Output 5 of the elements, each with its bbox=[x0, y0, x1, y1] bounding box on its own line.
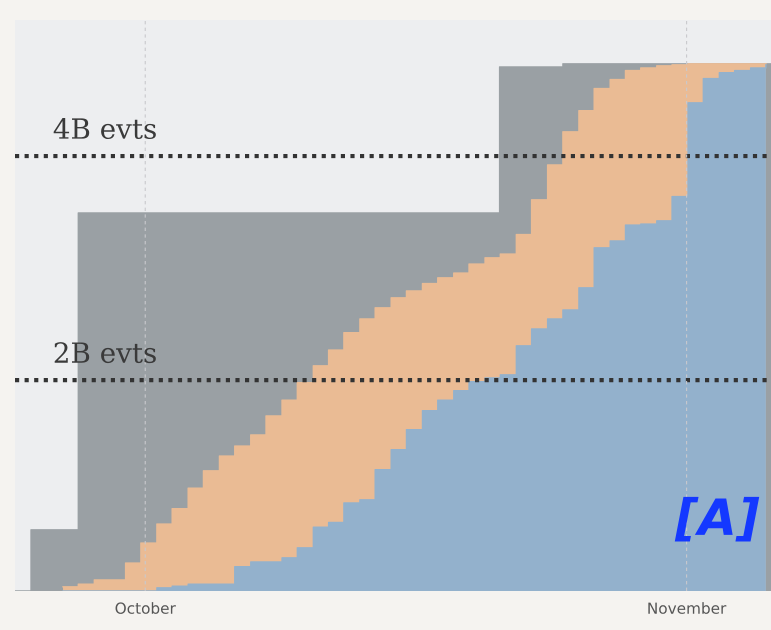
x-tick-label: October bbox=[116, 602, 176, 614]
ref-line-label: 2B evts bbox=[54, 342, 156, 364]
x-tick-label: November bbox=[648, 602, 726, 614]
annotation: [A] bbox=[674, 496, 760, 542]
ref-line-label: 4B evts bbox=[54, 118, 156, 140]
